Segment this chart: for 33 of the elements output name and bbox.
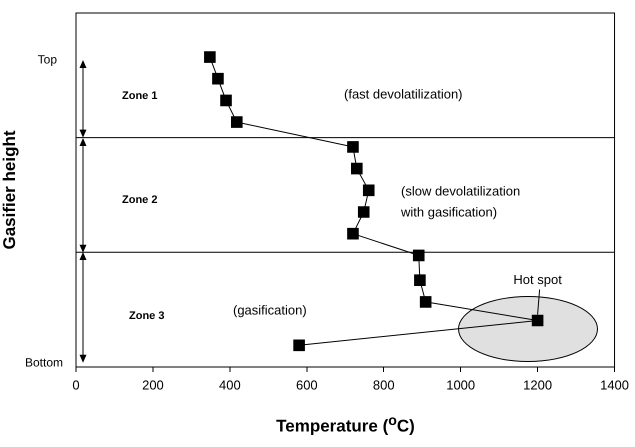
x-tick-label: 1000 (446, 377, 476, 392)
point (347, 228, 359, 240)
point (293, 340, 305, 352)
point (351, 162, 363, 174)
point (358, 206, 370, 218)
annotation: Hot spot (513, 272, 562, 288)
annotation: (gasification) (233, 302, 307, 318)
x-tick-label: 400 (219, 377, 241, 392)
x-tick-label: 200 (142, 377, 164, 392)
x-tick-label: 1200 (523, 377, 552, 392)
annotation: (fast devolatilization) (344, 86, 462, 102)
point (362, 184, 375, 196)
point (230, 116, 243, 128)
x-tick-label: 800 (372, 377, 395, 392)
point (212, 72, 224, 85)
x-tick-label: 600 (296, 377, 318, 392)
x-tick-label: 1400 (600, 377, 629, 392)
y-axis-title: Gasifier height (0, 130, 19, 250)
annotation: Zone 3 (129, 310, 164, 322)
x-axis-title: Temperature ($^{o}$C) (275, 413, 416, 437)
x-tick-label: 0 (72, 377, 80, 392)
point (220, 94, 232, 106)
annotation: Zone 2 (122, 194, 158, 206)
text: Bottom (24, 355, 64, 370)
annotation: (slow devolatilization with gasification) (400, 184, 520, 220)
point (420, 296, 432, 308)
point (204, 51, 216, 63)
text: Top (38, 52, 58, 66)
point (414, 274, 426, 286)
point (412, 250, 425, 262)
point (532, 314, 544, 326)
point (347, 141, 359, 153)
annotation: Zone 1 (122, 90, 158, 102)
